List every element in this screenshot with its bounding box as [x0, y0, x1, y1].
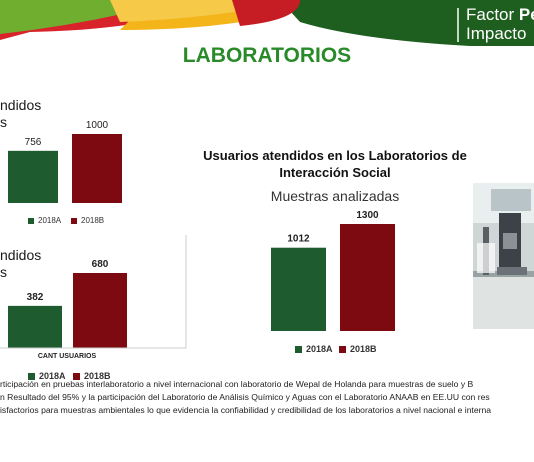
legend-swatch-2018B	[71, 218, 77, 224]
chart1-title: ndidos	[0, 97, 42, 113]
data-label-2018A: 1012	[287, 234, 310, 245]
chart2-title: ndidos	[0, 247, 42, 263]
chart3-title-line1: Usuarios atendidos en los Laboratorios d…	[203, 148, 467, 163]
data-label-2018A: 382	[27, 292, 44, 303]
footer-line-2: n Resultado del 95% y la participación d…	[0, 392, 490, 402]
data-label-2018B: 1000	[86, 120, 109, 131]
chart2-subtitle: s	[0, 264, 7, 280]
footer-line-3: isfactorios para muestras ambientales lo…	[0, 405, 492, 415]
chart3-title: Usuarios atendidos en los Laboratorios d…	[190, 147, 480, 181]
legend-swatch-2018B	[339, 346, 346, 353]
legend-swatch-2018A	[28, 218, 34, 224]
legend-label-2018A: 2018A	[39, 371, 66, 381]
brand-line-2: Impacto	[466, 24, 527, 43]
bar-2018B	[73, 273, 127, 348]
footer-text: rticipación en pruebas interlaboratorio …	[0, 378, 534, 417]
data-label-2018B: 680	[92, 259, 109, 270]
page-title: LABORATORIOS	[182, 44, 352, 67]
bar-2018B	[72, 134, 122, 203]
brand-line-1: Factor Pe	[466, 5, 534, 24]
legend-swatch-2018A	[295, 346, 302, 353]
legend-swatch-2018B	[73, 373, 80, 380]
footer-line-1: rticipación en pruebas interlaboratorio …	[0, 379, 474, 389]
legend-label-2018A: 2018A	[38, 216, 62, 225]
bar-2018A	[8, 305, 62, 348]
chart1-subtitle: s	[0, 114, 7, 130]
chart-frame	[0, 235, 187, 349]
legend-swatch-2018A	[28, 373, 35, 380]
chart3-title-line2: Interacción Social	[279, 165, 391, 180]
data-label-2018A: 756	[25, 137, 42, 148]
legend-label-2018B: 2018B	[350, 344, 377, 354]
bar-2018A	[271, 247, 326, 331]
bar-2018A	[8, 150, 58, 203]
chart3-subtitle: Muestras analizadas	[270, 188, 400, 204]
legend-label-2018A: 2018A	[306, 344, 333, 354]
legend-label-2018B: 2018B	[81, 216, 104, 225]
x-axis-label: CANT USUARIOS	[38, 353, 97, 360]
legend-label-2018B: 2018B	[84, 371, 111, 381]
data-label-2018B: 1300	[356, 210, 379, 221]
lab-photo	[473, 183, 534, 329]
header-banner	[0, 0, 534, 46]
bar-2018B	[340, 224, 395, 331]
